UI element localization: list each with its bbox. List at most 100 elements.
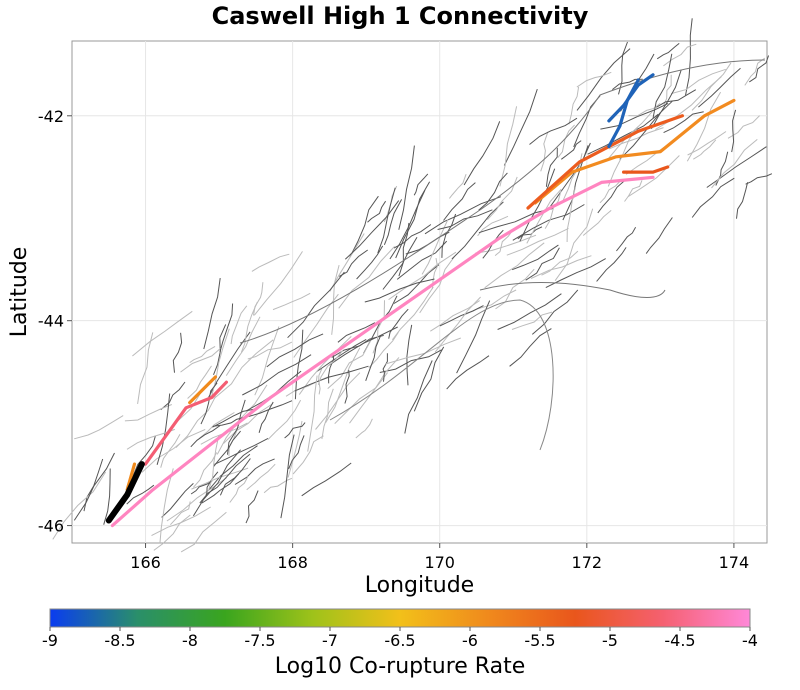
background-fault [413,173,429,196]
target-fault [105,461,145,524]
background-fault [355,418,373,439]
background-fault [151,506,211,537]
background-fault [744,57,766,86]
colorbar-tick-label: -6.5 [384,631,415,650]
background-fault [540,131,549,172]
background-fault [331,264,340,335]
background-fault [560,140,582,160]
background-fault [180,511,227,553]
colorbar-tick-label: -5 [602,631,618,650]
y-tick-label: -42 [38,107,64,126]
background-fault [511,244,559,271]
background-fault [727,115,760,139]
background-fault [141,428,206,473]
background-fault [379,349,442,373]
background-fault [393,224,432,249]
background-fault [511,311,553,330]
background-fault [663,74,672,106]
colorbar-ticks: -9 -8.5 -8 -7.5 -7 -6.5 -6 -5.5 -5 -4.5 -4 [42,627,758,650]
background-fault [698,67,741,108]
co-rupture-line [188,375,217,405]
background-fault [266,333,324,368]
background-fault [349,195,379,258]
background-fault [267,399,302,440]
background-fault [124,404,172,422]
x-tick-label: 166 [130,553,161,572]
background-fault [618,41,628,95]
background-fault [582,210,612,236]
colorbar [49,608,751,628]
x-axis-ticks: 166 168 170 172 174 [130,543,749,572]
background-fault [749,55,770,83]
colorbar-tick-label: -8 [182,631,198,650]
background-fault [187,365,212,399]
background-fault [208,445,258,490]
background-fault [245,490,259,524]
background-fault [388,251,457,301]
background-fault [478,172,508,211]
background-fault [307,375,318,452]
background-fault [153,514,191,551]
colorbar-tick-label: -4 [742,631,758,650]
background-fault [421,219,449,275]
background-fault [240,301,258,353]
coastline [239,59,766,451]
background-fault [193,452,218,488]
background-fault [247,341,293,360]
background-fault [192,449,241,517]
co-rupture-line [143,380,228,466]
background-fault [294,365,369,392]
background-fault [691,177,735,218]
background-fault [213,415,249,427]
colorbar-tick-label: -6 [462,631,478,650]
background-fault [246,463,276,491]
background-fault [736,182,749,219]
background-fault [691,62,732,111]
background-fault [298,336,352,395]
background-fault [525,247,560,281]
background-fault [497,293,562,330]
colorbar-tick-label: -5.5 [524,631,555,650]
background-fault [356,245,384,280]
background-fault [137,332,154,404]
background-fault [198,412,235,439]
background-fault [175,396,217,449]
background-fault [205,453,251,495]
background-fault [242,354,312,396]
co-rupture-line [110,175,655,528]
background-fault [364,278,435,303]
background-fault [396,240,448,280]
background-fault [663,111,704,134]
background-fault [645,217,673,254]
background-fault [576,71,612,88]
background-fault [487,176,518,221]
background-fault [398,145,415,230]
background-fault [258,401,274,433]
background-fault [344,200,400,260]
background-fault [393,264,440,304]
background-fault [693,139,717,160]
background-fault [223,403,274,444]
colorbar-tick-label: -7.5 [244,631,275,650]
background-fault [652,53,673,118]
background-fault [74,415,124,440]
background-fault [160,381,186,411]
background-fault [596,247,627,282]
background-fault [368,331,399,369]
grid [72,41,767,543]
background-fault [156,393,171,465]
background-fault [203,278,221,350]
background-fault [263,477,293,494]
background-fault [230,305,248,345]
background-fault [711,139,758,189]
chart-title: Caswell High 1 Connectivity [211,2,589,30]
background-fault [248,400,293,417]
background-fault [616,226,637,252]
background-fault [344,370,350,404]
background-fault [372,300,385,354]
background-fault [456,300,491,374]
background-fault [503,88,538,166]
background-fault [287,271,345,339]
colorbar-label: Log10 Co-rupture Rate [274,654,526,679]
